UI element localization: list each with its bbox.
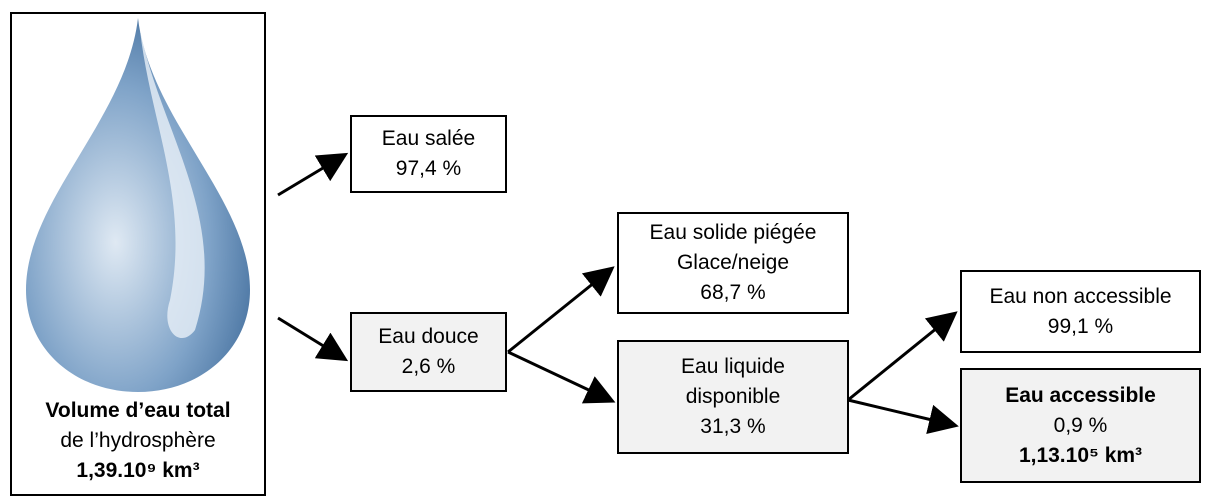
node-share: 2,6 % — [401, 355, 456, 378]
node-label: Eau solide piégée — [649, 221, 817, 244]
node-share: 97,4 % — [395, 157, 462, 180]
node: Eau salée 97,4 % — [350, 115, 507, 193]
node: Eau liquide disponible 31,3 % — [617, 340, 849, 454]
drop-highlight — [140, 30, 205, 339]
arrow — [847, 311, 958, 402]
node-label: Eau liquide disponible — [681, 355, 785, 408]
node-share: 68,7 % — [700, 281, 766, 304]
source-subtitle: de l’hydrosphère — [60, 429, 216, 452]
arrow — [507, 350, 616, 404]
node: Eau douce 2,6 % — [350, 312, 507, 392]
arrow — [507, 266, 615, 354]
node: Eau accessible 0,9 % 1,13.10⁵ km³ — [960, 368, 1201, 483]
node-label: Eau non accessible — [989, 284, 1172, 308]
node-label: Eau douce — [378, 325, 479, 348]
node-label: Eau accessible — [1005, 383, 1156, 407]
node-detail: Glace/neige — [676, 251, 790, 274]
node: Eau non accessible 99,1 % — [960, 270, 1201, 353]
node-share: 0,9 % — [1053, 413, 1108, 437]
source-volume: 1,39.10⁹ km³ — [76, 459, 200, 482]
arrow — [277, 316, 349, 362]
node-share: 99,1 % — [1047, 314, 1114, 338]
node-label: Eau salée — [381, 127, 476, 150]
arrow — [847, 398, 959, 435]
node-volume: 1,13.10⁵ km³ — [1018, 443, 1143, 467]
arrow — [277, 152, 349, 197]
source-box: Volume d’eau total de l’hydrosphère 1,39… — [10, 12, 266, 496]
node-share: 31,3 % — [700, 415, 766, 438]
source-title: Volume d’eau total — [45, 399, 231, 422]
node: Eau solide piégée Glace/neige 68,7 % — [617, 212, 849, 314]
